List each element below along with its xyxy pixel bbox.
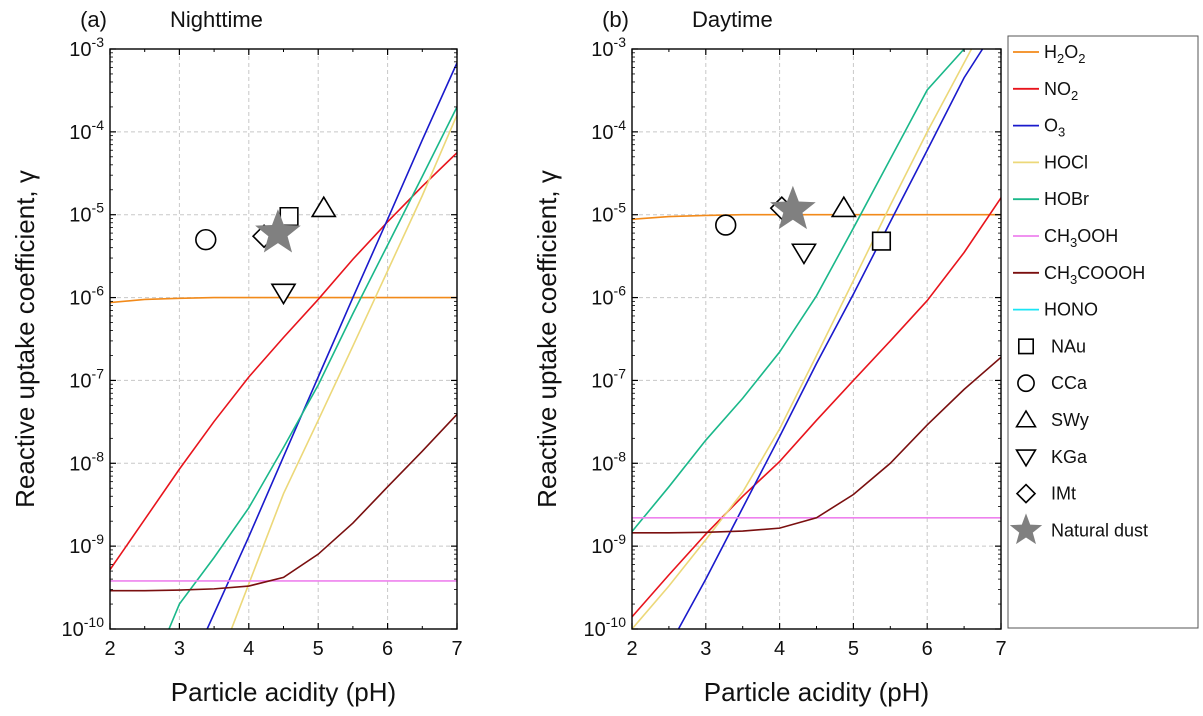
- legend-label-hocl: HOCl: [1044, 152, 1088, 172]
- y-tick-label: 10-9: [591, 531, 626, 558]
- x-tick-label: 2: [626, 638, 637, 660]
- chart-panel-b: 2 3 4 5 6 7 10-10 10-9 10-8 10-7 10-6 10-5 10-4 10-3(…: [532, 7, 1007, 707]
- series-line-hocl: [632, 49, 973, 629]
- series-line-ch3coooh: [632, 356, 1001, 534]
- plot-frame: [631, 48, 1002, 630]
- legend-label-no2: NO2: [1044, 79, 1078, 103]
- legend-marker-natural-dust: [1009, 513, 1043, 545]
- y-tick-label: 10-10: [62, 614, 105, 641]
- legend-marker-cca: [1017, 374, 1035, 393]
- x-tick-label: 4: [243, 638, 254, 660]
- series-line-ch3coooh: [110, 413, 457, 592]
- y-tick-label: 10-5: [591, 200, 626, 227]
- y-tick-label: 10-3: [69, 34, 104, 61]
- legend-marker-imt: [1015, 483, 1037, 504]
- x-tick-label: 7: [451, 638, 462, 660]
- legend-label-natural-dust: Natural dust: [1051, 520, 1148, 540]
- marker-cca: [715, 214, 737, 236]
- legend-label-nau: NAu: [1051, 336, 1086, 356]
- x-tick-label: 3: [700, 638, 711, 660]
- marker-cca: [195, 228, 217, 251]
- legend-label-cca: CCa: [1051, 373, 1088, 393]
- panel-label: (a): [80, 7, 107, 32]
- legend-label-hobr: HOBr: [1044, 189, 1089, 209]
- x-tick-label: 5: [313, 638, 324, 660]
- y-tick-label: 10-3: [591, 34, 626, 61]
- y-tick-label: 10-4: [591, 117, 626, 144]
- legend-label-h2o2: H2O2: [1044, 42, 1085, 66]
- y-tick-label: 10-7: [591, 365, 626, 392]
- y-tick-label: 10-8: [69, 448, 104, 475]
- legend-label-kga: KGa: [1051, 447, 1088, 467]
- marker-swy: [310, 195, 337, 218]
- marker-natural-dust: [770, 185, 816, 230]
- panel-label: (b): [602, 7, 629, 32]
- marker-kga: [270, 283, 297, 306]
- x-axis-label: Particle acidity (pH): [704, 677, 929, 707]
- legend-marker-kga: [1015, 449, 1037, 468]
- series-line-hobr: [168, 106, 457, 629]
- y-axis-label: Reactive uptake coefficient, γ: [532, 170, 562, 508]
- chart-panel-a: 2 3 4 5 6 7 10-10 10-9 10-8 10-7 10-6 10-5 10-4 10-3(…: [10, 7, 463, 707]
- legend-label-imt: IMt: [1051, 484, 1076, 504]
- panel-title: Daytime: [692, 7, 773, 32]
- x-tick-label: 6: [382, 638, 393, 660]
- y-tick-label: 10-6: [591, 283, 626, 310]
- plot-frame: [109, 48, 458, 630]
- legend-label-ch3ooh: CH3OOH: [1044, 226, 1118, 250]
- legend-label-swy: SWy: [1051, 410, 1089, 430]
- x-tick-label: 5: [848, 638, 859, 660]
- y-axis-label: Reactive uptake coefficient, γ: [10, 170, 40, 508]
- legend-label-ch3coooh: CH3COOOH: [1044, 263, 1145, 287]
- y-tick-label: 10-7: [69, 365, 104, 392]
- x-tick-label: 4: [774, 638, 785, 660]
- legend-marker-swy: [1015, 409, 1037, 428]
- panel-title: Nighttime: [170, 7, 263, 32]
- series-line-hobr: [632, 49, 965, 533]
- y-tick-label: 10-8: [591, 448, 626, 475]
- y-tick-label: 10-10: [584, 614, 627, 641]
- x-axis-label: Particle acidity (pH): [171, 677, 396, 707]
- x-tick-label: 7: [995, 638, 1006, 660]
- legend-label-o3: O3: [1044, 116, 1065, 140]
- x-tick-label: 2: [104, 638, 115, 660]
- series-line-h2o2: [632, 213, 1001, 221]
- series-line-no2: [632, 197, 1001, 618]
- series-line-hocl: [230, 114, 457, 629]
- series-line-o3: [206, 62, 457, 629]
- x-tick-label: 3: [174, 638, 185, 660]
- legend-marker-nau: [1018, 338, 1034, 355]
- marker-nau: [871, 231, 892, 251]
- y-tick-label: 10-6: [69, 283, 104, 310]
- legend-label-hono: HONO: [1044, 300, 1098, 320]
- legend-box: [1007, 35, 1199, 629]
- y-tick-label: 10-9: [69, 531, 104, 558]
- marker-swy: [830, 195, 857, 218]
- series-line-no2: [110, 152, 457, 571]
- y-tick-label: 10-4: [69, 117, 104, 144]
- legend: H2O2 NO2 O3 HOCl HOBr CH3OOH CH3COOOH HONO NAu CC…: [1007, 35, 1199, 629]
- y-tick-label: 10-5: [69, 200, 104, 227]
- marker-natural-dust: [255, 209, 301, 253]
- x-tick-label: 6: [922, 638, 933, 660]
- series-line-o3: [677, 49, 984, 629]
- marker-kga: [790, 243, 817, 266]
